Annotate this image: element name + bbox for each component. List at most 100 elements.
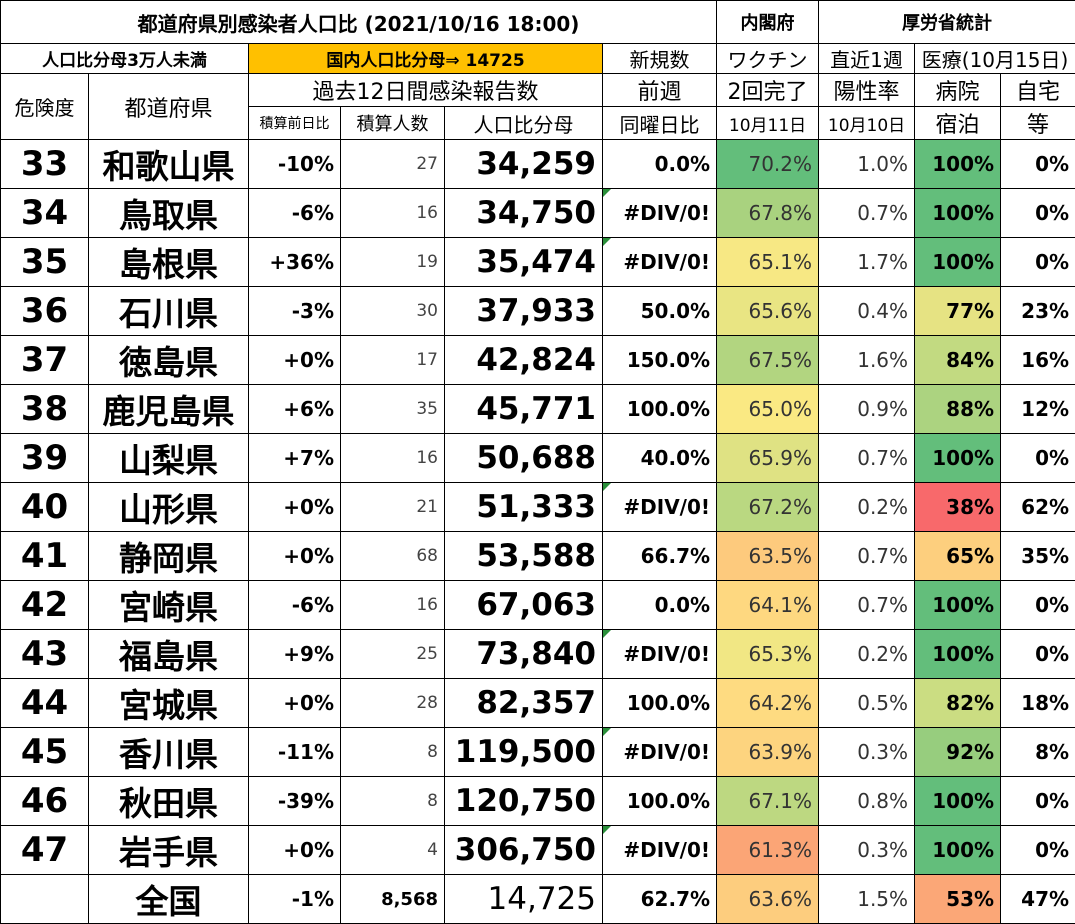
same-day-cell: 0.0%: [603, 140, 717, 189]
hospital-cell: 100%: [915, 434, 1001, 483]
risk-header: 危険度: [1, 74, 89, 140]
prefecture-cell: 徳島県: [89, 336, 249, 385]
vaccine-cell: 67.2%: [717, 483, 819, 532]
same-day-cell: #DIV/0!: [603, 728, 717, 777]
cum-count-cell: 25: [341, 630, 445, 679]
positivity-cell: 1.0%: [819, 140, 915, 189]
comment-flag-icon: [603, 826, 611, 834]
positivity-cell: 1.7%: [819, 238, 915, 287]
positivity-cell: 0.7%: [819, 532, 915, 581]
vaccine-header: ワクチン: [717, 44, 819, 74]
rank-cell: 36: [1, 287, 89, 336]
cum-change-cell: +0%: [249, 679, 341, 728]
rank-cell: 40: [1, 483, 89, 532]
hospital-header-top: 病院: [915, 74, 1001, 107]
same-day-cell: #DIV/0!: [603, 826, 717, 875]
mhlw-header: 厚労省統計: [819, 1, 1075, 44]
rank-cell: 37: [1, 336, 89, 385]
positivity-cell: 0.4%: [819, 287, 915, 336]
total-home: 47%: [1001, 875, 1075, 924]
positivity-cell: 0.3%: [819, 728, 915, 777]
rank-cell: 44: [1, 679, 89, 728]
home-cell: 0%: [1001, 581, 1075, 630]
medical-header: 医療(10月15日): [915, 44, 1075, 74]
positivity-cell: 0.7%: [819, 434, 915, 483]
home-cell: 23%: [1001, 287, 1075, 336]
total-change: -1%: [249, 875, 341, 924]
prefecture-cell: 宮崎県: [89, 581, 249, 630]
vaccine-cell: 63.5%: [717, 532, 819, 581]
hospital-cell: 100%: [915, 238, 1001, 287]
same-day-cell: #DIV/0!: [603, 189, 717, 238]
vaccine-cell: 67.8%: [717, 189, 819, 238]
total-count: 8,568: [341, 875, 445, 924]
total-pos: 1.5%: [819, 875, 915, 924]
vaccine-cell: 67.5%: [717, 336, 819, 385]
pop-ratio-cell: 67,063: [445, 581, 603, 630]
pop-ratio-cell: 82,357: [445, 679, 603, 728]
cum-count-cell: 27: [341, 140, 445, 189]
same-day-cell: 100.0%: [603, 777, 717, 826]
title-row: 都道府県別感染者人口比 (2021/10/16 18:00) 内閣府 厚労省統計: [1, 1, 1075, 44]
cum-change-cell: +0%: [249, 336, 341, 385]
pop-ratio-cell: 306,750: [445, 826, 603, 875]
pop-ratio-cell: 34,259: [445, 140, 603, 189]
cum-change-cell: -39%: [249, 777, 341, 826]
prefecture-cell: 宮城県: [89, 679, 249, 728]
same-day-cell: #DIV/0!: [603, 483, 717, 532]
positivity-cell: 0.3%: [819, 826, 915, 875]
cum-count-cell: 30: [341, 287, 445, 336]
new-cases-header: 新規数: [603, 44, 717, 74]
prefecture-cell: 和歌山県: [89, 140, 249, 189]
hospital-cell: 38%: [915, 483, 1001, 532]
cum-count-cell: 68: [341, 532, 445, 581]
home-header-bottom: 等: [1001, 107, 1075, 140]
prefecture-cell: 島根県: [89, 238, 249, 287]
prefecture-cell: 香川県: [89, 728, 249, 777]
hospital-cell: 88%: [915, 385, 1001, 434]
cum-change-cell: +0%: [249, 532, 341, 581]
positivity-cell: 0.7%: [819, 189, 915, 238]
home-cell: 0%: [1001, 826, 1075, 875]
comment-flag-icon: [603, 189, 611, 197]
positivity-header: 陽性率: [819, 74, 915, 107]
total-vac: 63.6%: [717, 875, 819, 924]
rank-cell: 39: [1, 434, 89, 483]
vac-date-header: 10月11日: [717, 107, 819, 140]
vaccine-cell: 65.9%: [717, 434, 819, 483]
pop-ratio-cell: 50,688: [445, 434, 603, 483]
past12-header: 過去12日間感染報告数: [249, 74, 603, 107]
cum-change-cell: -6%: [249, 189, 341, 238]
home-cell: 0%: [1001, 630, 1075, 679]
same-day-cell: 100.0%: [603, 679, 717, 728]
vaccine-cell: 65.1%: [717, 238, 819, 287]
pop-ratio-cell: 35,474: [445, 238, 603, 287]
prev-week-header: 前週: [603, 74, 717, 107]
cum-count-cell: 28: [341, 679, 445, 728]
total-rank-cell: [1, 875, 89, 924]
rank-cell: 45: [1, 728, 89, 777]
hospital-cell: 65%: [915, 532, 1001, 581]
second-dose-header: 2回完了: [717, 74, 819, 107]
pop-ratio-cell: 34,750: [445, 189, 603, 238]
home-cell: 62%: [1001, 483, 1075, 532]
cum-count-cell: 35: [341, 385, 445, 434]
cum-count-cell: 19: [341, 238, 445, 287]
prefecture-header: 都道府県: [89, 74, 249, 140]
cum-change-cell: +6%: [249, 385, 341, 434]
national-ratio-label: 国内人口比分母⇒ 14725: [249, 44, 603, 74]
vaccine-cell: 64.1%: [717, 581, 819, 630]
comment-flag-icon: [603, 728, 611, 736]
home-header-top: 自宅: [1001, 74, 1075, 107]
pop-ratio-cell: 73,840: [445, 630, 603, 679]
hospital-cell: 100%: [915, 189, 1001, 238]
total-label: 全国: [89, 875, 249, 924]
prefecture-cell: 山梨県: [89, 434, 249, 483]
hospital-cell: 100%: [915, 777, 1001, 826]
